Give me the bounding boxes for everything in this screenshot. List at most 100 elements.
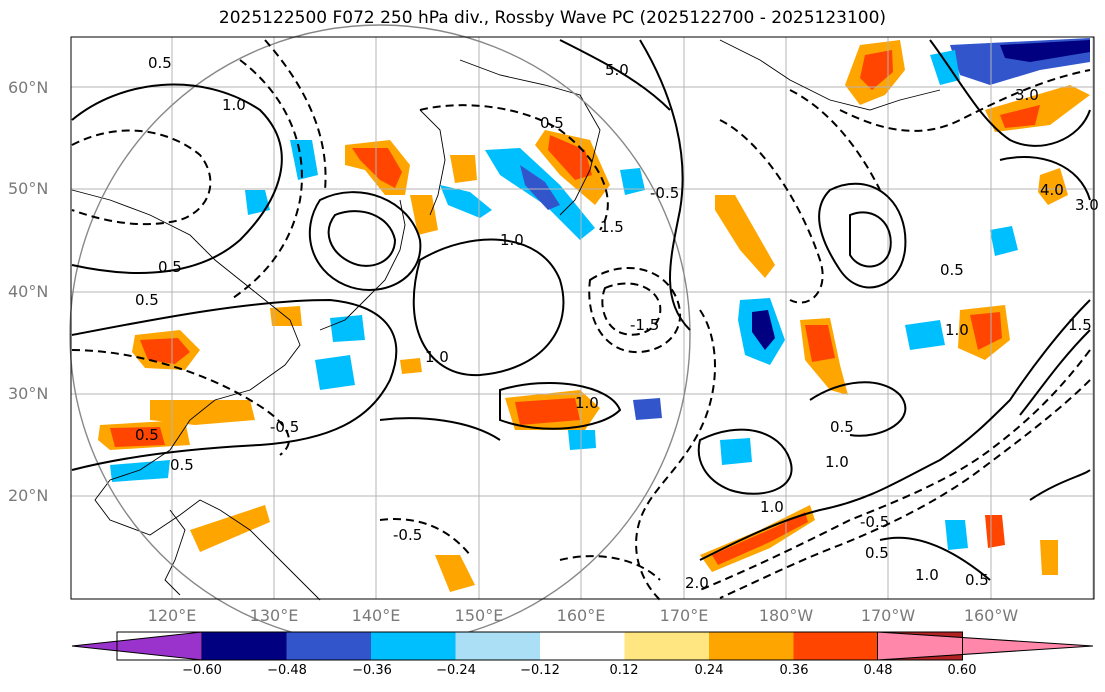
shade-blob: [715, 195, 775, 278]
contour-solid: [929, 39, 1091, 147]
coastline-asia: [71, 189, 321, 601]
contour-dashed: [789, 89, 881, 191]
map-frame: [70, 36, 1095, 600]
contour-label: 1.5: [1068, 316, 1092, 334]
contour-solid: [1029, 469, 1091, 501]
contour-label: 1.0: [425, 348, 449, 366]
contour-label: -0.5: [270, 418, 299, 436]
shade-blob: [400, 358, 422, 374]
contour-label: -0.5: [650, 184, 679, 202]
contour-solid: [849, 211, 892, 268]
contour-solid: [879, 536, 991, 581]
colorbar-tick-label: −0.36: [352, 663, 392, 678]
colorbar-tick-label: 0.12: [609, 663, 639, 678]
colorbar-tick-label: −0.48: [267, 663, 307, 678]
shade-blob: [140, 338, 190, 364]
contour-label: 1.0: [760, 498, 784, 516]
contour-label: -1.5: [630, 316, 659, 334]
contour-dashed: [419, 104, 609, 231]
shade-blob: [860, 50, 893, 90]
shade-blob: [720, 438, 752, 465]
contour-label: 1.5: [600, 218, 624, 236]
contour-label: 1.0: [915, 566, 939, 584]
lat-label: 40°N: [8, 282, 49, 301]
contour-dashed: [379, 518, 471, 556]
lon-label: 160°E: [556, 606, 606, 625]
coastline-kamchatka: [459, 59, 601, 216]
contour-label: 0.5: [965, 571, 989, 589]
contour-dashed: [264, 39, 327, 191]
contour-label: 4.0: [1040, 181, 1064, 199]
shade-blob: [1000, 105, 1040, 128]
colorbar-tick-label: −0.60: [182, 663, 222, 678]
divergence-shading: [98, 38, 1090, 592]
colorbar-tick-label: 0.48: [863, 663, 893, 678]
colorbar-segment: [371, 632, 456, 660]
colorbar-tick-label: 0.36: [779, 663, 809, 678]
contour-label: 5.0: [605, 61, 629, 79]
coastline-alaska: [719, 39, 941, 111]
colorbar-tick-label: −0.24: [436, 663, 476, 678]
contour-label: 0.5: [135, 426, 159, 444]
colorbar-tick-label: 0.24: [694, 663, 724, 678]
shade-blob: [1040, 540, 1058, 575]
lon-label: 150°E: [454, 606, 504, 625]
contour-dashed: [839, 69, 1091, 132]
contour-solid: [559, 39, 671, 111]
contour-label: 3.0: [1075, 196, 1099, 214]
contour-solid: [308, 191, 422, 291]
colorbar-segment: [709, 632, 794, 660]
contour-solid: [699, 299, 1091, 561]
contour-solid: [379, 417, 501, 441]
contour-lines: [71, 39, 1091, 581]
shade-blob: [435, 555, 475, 592]
graticule: [71, 37, 1094, 599]
contour-label: 0.5: [135, 291, 159, 309]
contour-dashed: [71, 129, 212, 226]
lon-label: 180°W: [758, 606, 814, 625]
contour-solid: [999, 155, 1091, 201]
contour-label: 1.0: [222, 96, 246, 114]
contour-label: 3.0: [1015, 86, 1039, 104]
colorbar-segment: [540, 632, 625, 660]
contour-label: 0.5: [170, 456, 194, 474]
contour-solid: [697, 428, 793, 495]
map-title: 2025122500 F072 250 hPa div., Rossby Wav…: [218, 8, 887, 28]
shade-blob: [290, 140, 318, 180]
contour-dashed: [699, 349, 1091, 591]
contour-solid: [327, 210, 397, 267]
contour-solid: [1019, 329, 1091, 416]
contour-label: 0.5: [158, 258, 182, 276]
colorbar-segment: [202, 632, 287, 660]
lat-label: 50°N: [8, 179, 49, 198]
shade-blob: [620, 168, 645, 195]
contour-label: 2.0: [685, 574, 709, 592]
colorbar-segment: [455, 632, 541, 660]
contour-label: 1.0: [945, 321, 969, 339]
contour-labels: 0.5 1.0 0.5 0.5 1.0 1.0 1.0 0.5 1.5 -1.5…: [135, 54, 1099, 592]
contour-dashed: [635, 309, 716, 601]
shade-blob: [330, 315, 365, 342]
contour-dashed: [559, 555, 661, 581]
colorbar-extend-min: [71, 631, 203, 661]
colorbar-tick-label: −0.12: [520, 663, 560, 678]
contour-dashed: [71, 349, 290, 456]
shade-blob: [450, 155, 477, 183]
lon-label: 130°E: [249, 606, 299, 625]
contour-label: 1.0: [575, 394, 599, 412]
coastline-sakhalin: [419, 109, 446, 216]
shade-blob: [752, 310, 775, 350]
shade-blob: [970, 312, 1002, 350]
colorbar-outline: [116, 631, 963, 661]
colorbar-extend-max: [877, 631, 1094, 661]
shade-blob: [985, 515, 1005, 548]
contour-dashed: [601, 282, 662, 336]
shade-blob: [110, 427, 165, 447]
contour-solid: [71, 83, 283, 274]
contour-solid: [639, 39, 691, 331]
contour-solid: [818, 182, 907, 289]
shade-blob: [945, 520, 968, 550]
shade-blob: [410, 195, 438, 235]
colorbar-segment: [793, 632, 879, 660]
shade-blob: [315, 355, 355, 390]
